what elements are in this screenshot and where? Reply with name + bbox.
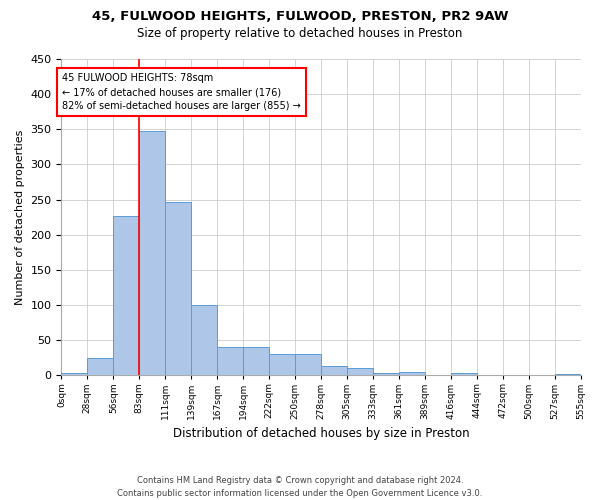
Bar	[165, 202, 191, 376]
Bar	[139, 132, 165, 376]
Bar	[399, 372, 425, 376]
Bar	[295, 354, 321, 376]
Text: Contains HM Land Registry data © Crown copyright and database right 2024.
Contai: Contains HM Land Registry data © Crown c…	[118, 476, 482, 498]
Text: Size of property relative to detached houses in Preston: Size of property relative to detached ho…	[137, 28, 463, 40]
Bar	[191, 305, 217, 376]
Bar	[113, 216, 139, 376]
Bar	[321, 366, 347, 376]
Bar	[61, 373, 88, 376]
Bar	[88, 358, 113, 376]
Bar	[451, 372, 476, 376]
Y-axis label: Number of detached properties: Number of detached properties	[15, 130, 25, 305]
Text: 45 FULWOOD HEIGHTS: 78sqm
← 17% of detached houses are smaller (176)
82% of semi: 45 FULWOOD HEIGHTS: 78sqm ← 17% of detac…	[62, 73, 301, 111]
Bar	[243, 346, 269, 376]
Bar	[217, 346, 243, 376]
Bar	[554, 374, 580, 376]
Bar	[269, 354, 295, 376]
Text: 45, FULWOOD HEIGHTS, FULWOOD, PRESTON, PR2 9AW: 45, FULWOOD HEIGHTS, FULWOOD, PRESTON, P…	[92, 10, 508, 23]
Bar	[347, 368, 373, 376]
Bar	[373, 372, 399, 376]
X-axis label: Distribution of detached houses by size in Preston: Distribution of detached houses by size …	[173, 427, 469, 440]
